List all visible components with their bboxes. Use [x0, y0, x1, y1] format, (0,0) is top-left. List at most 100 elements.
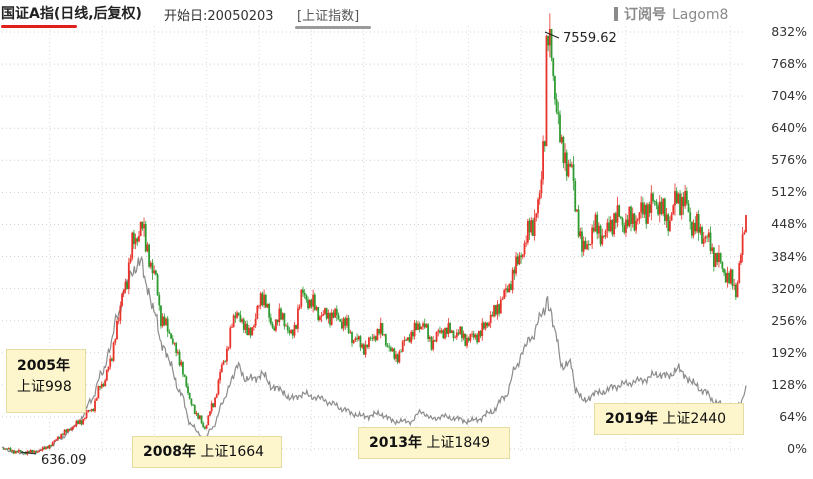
candle-body	[173, 343, 176, 344]
candle-body	[570, 164, 573, 167]
candle-body	[297, 308, 299, 329]
candle-body	[293, 324, 296, 336]
candle-body	[594, 214, 597, 232]
candle-body	[464, 333, 467, 346]
candle-body	[701, 227, 703, 244]
candle-body	[486, 322, 489, 326]
candle-body	[518, 255, 521, 265]
candle-body	[219, 371, 222, 381]
candle-body	[28, 451, 30, 453]
candle-body	[205, 425, 208, 429]
candle-body	[707, 232, 710, 238]
candle-body	[232, 315, 235, 328]
candle-body	[109, 358, 112, 367]
candle-body	[560, 136, 563, 143]
candle-body	[548, 28, 551, 46]
candle-body	[731, 269, 734, 286]
candle-body	[239, 315, 242, 322]
candle-body	[455, 332, 458, 338]
candle-body	[461, 326, 463, 339]
candle-body	[144, 224, 147, 252]
candle-body	[33, 451, 36, 453]
candle-body	[483, 322, 485, 329]
candle-body	[420, 326, 423, 330]
chart-title: 国证A指(日线,后复权)	[1, 3, 142, 28]
candle-body	[43, 447, 46, 450]
candle-body	[359, 336, 362, 348]
candle-body	[418, 323, 421, 330]
candle-body	[12, 450, 15, 454]
candle-body	[532, 220, 534, 236]
candle-body	[73, 425, 76, 427]
candle-body	[652, 193, 654, 202]
candle-body	[439, 330, 441, 333]
candle-body	[611, 220, 614, 235]
candle-body	[516, 256, 519, 265]
candle-body	[619, 216, 622, 219]
candle-body	[163, 316, 166, 326]
candle-body	[36, 451, 39, 453]
candle-body	[467, 337, 470, 341]
candle-body	[466, 337, 468, 346]
candle-body	[432, 340, 435, 350]
low-marker-arrow	[20, 451, 37, 455]
candle-body	[415, 323, 418, 330]
candle-body	[393, 348, 396, 359]
candle-body	[694, 222, 697, 232]
candle-body	[251, 327, 254, 336]
candle-body	[53, 440, 56, 443]
candle-body	[704, 236, 707, 239]
candle-body	[609, 220, 612, 232]
candle-body	[662, 198, 665, 214]
candle-body	[362, 344, 365, 355]
candle-body	[151, 262, 154, 274]
candle-body	[97, 386, 100, 399]
candle-body	[687, 203, 690, 213]
candle-body	[403, 339, 406, 342]
candle-body	[41, 447, 44, 451]
candle-body	[660, 201, 663, 214]
candle-body	[633, 213, 636, 231]
candle-body	[114, 339, 117, 343]
candle-body	[383, 334, 386, 336]
candle-body	[6, 448, 8, 450]
annotation-year: 2008年	[143, 444, 196, 460]
candle-body	[734, 284, 737, 298]
candle-body	[346, 317, 348, 326]
candle-body	[364, 344, 367, 355]
candle-body	[280, 308, 282, 320]
y-tick-label: 256%	[771, 312, 807, 328]
candle-body	[433, 340, 436, 342]
candle-body	[645, 204, 648, 224]
candle-body	[146, 244, 149, 252]
candle-body	[11, 450, 14, 452]
candle-body	[340, 321, 343, 329]
candle-body	[352, 339, 355, 343]
annotation-year: 2013年	[369, 435, 422, 451]
candle-body	[246, 323, 249, 335]
candle-body	[237, 312, 240, 316]
candle-body	[569, 163, 572, 167]
candle-body	[65, 429, 68, 432]
candle-body	[161, 316, 164, 327]
candle-body	[215, 394, 218, 398]
candle-body	[723, 268, 725, 273]
candle-body	[107, 366, 110, 370]
candle-body	[185, 376, 188, 387]
candle-body	[94, 400, 96, 412]
candle-body	[126, 281, 129, 289]
candle-body	[337, 315, 340, 320]
candle-body	[395, 354, 397, 359]
candle-body	[51, 442, 54, 446]
candle-body	[559, 114, 561, 143]
candle-body	[643, 204, 646, 215]
candle-body	[635, 220, 637, 231]
candle-body	[310, 299, 313, 307]
candle-body	[329, 312, 331, 325]
candle-body	[692, 222, 695, 236]
candle-body	[156, 274, 159, 296]
candle-body	[269, 317, 272, 324]
candle-body	[56, 437, 59, 440]
candle-body	[523, 243, 526, 255]
candle-body	[72, 426, 74, 430]
